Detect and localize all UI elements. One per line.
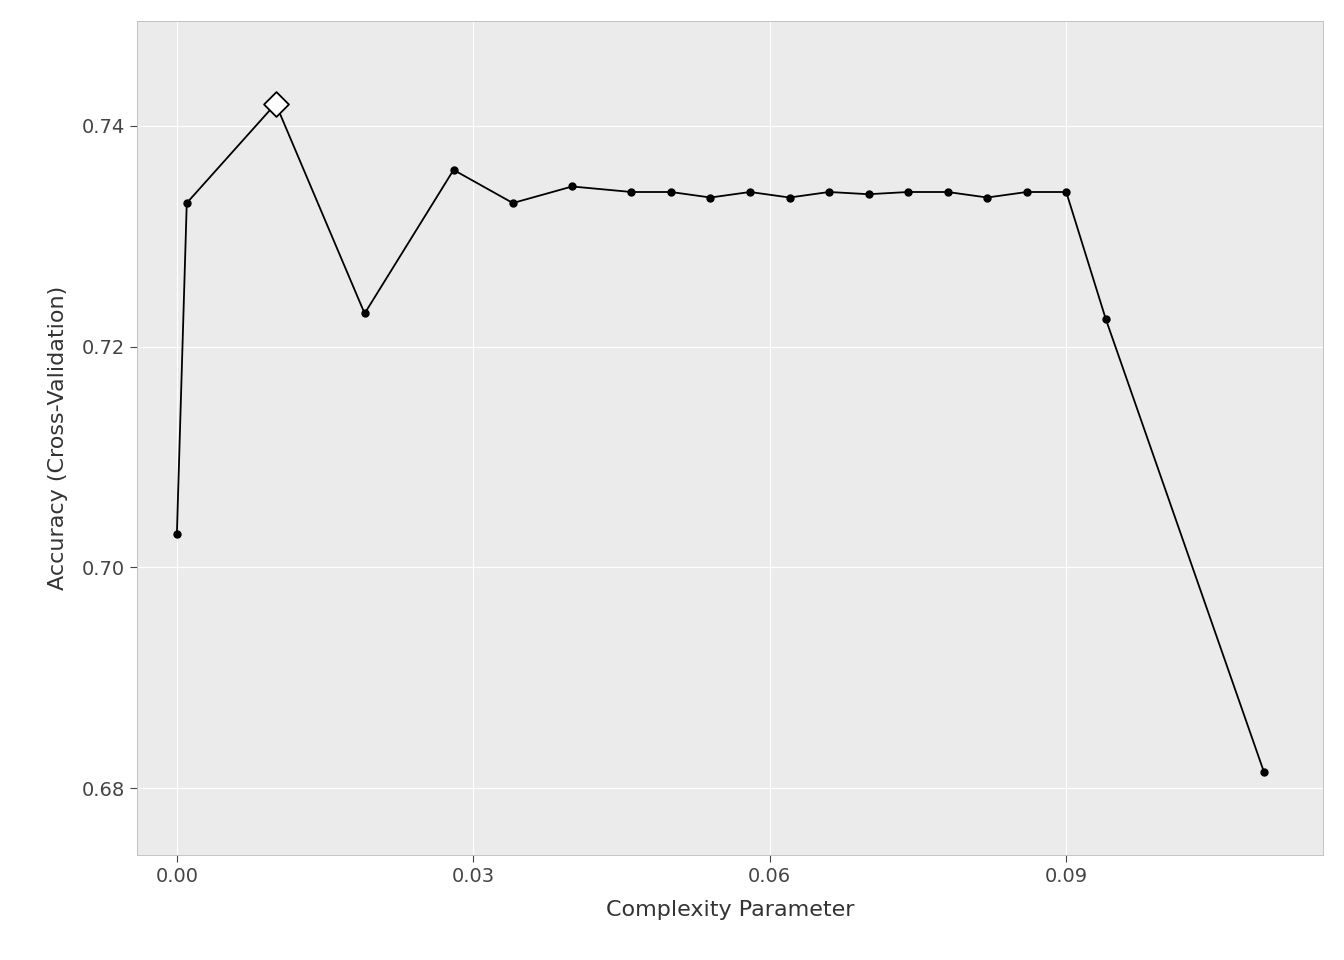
Y-axis label: Accuracy (Cross-Validation): Accuracy (Cross-Validation)	[48, 285, 67, 589]
X-axis label: Complexity Parameter: Complexity Parameter	[606, 900, 855, 920]
Point	[265, 96, 286, 111]
